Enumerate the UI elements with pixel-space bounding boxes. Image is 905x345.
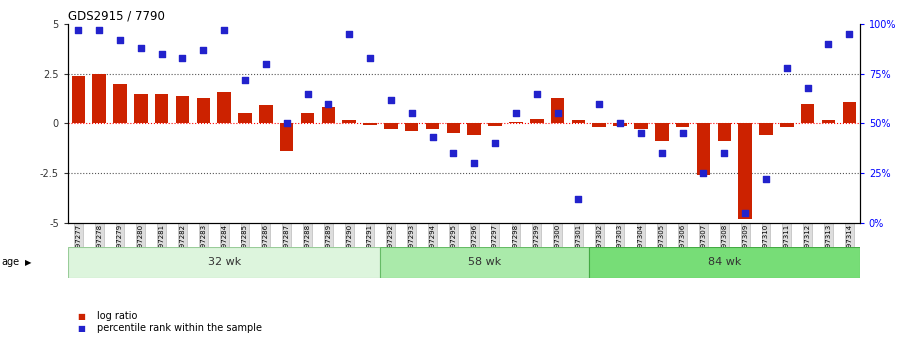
Point [196, 47, 211, 53]
Point [321, 101, 336, 106]
Text: log ratio: log ratio [97, 311, 138, 321]
Point [738, 210, 752, 215]
Point [300, 91, 315, 96]
Bar [655, 124, 669, 141]
Bar [321, 108, 335, 124]
Bar [510, 122, 523, 124]
Point [842, 31, 856, 37]
Point [821, 41, 835, 47]
Bar [176, 96, 189, 124]
Point [238, 77, 252, 82]
Point [342, 31, 357, 37]
Bar [614, 124, 627, 126]
Bar [425, 124, 439, 129]
Bar [217, 92, 231, 124]
Point [675, 130, 690, 136]
Bar [551, 98, 565, 124]
Bar [468, 124, 481, 135]
Bar [676, 124, 690, 127]
Point [613, 121, 627, 126]
Bar [155, 93, 168, 124]
Point [488, 140, 502, 146]
Point [363, 55, 377, 61]
Bar [530, 119, 544, 124]
Point [92, 27, 107, 33]
Point [259, 61, 273, 67]
Bar [238, 114, 252, 124]
Text: GDS2915 / 7790: GDS2915 / 7790 [68, 10, 165, 23]
Bar [780, 124, 794, 127]
Point [71, 27, 86, 33]
Point [176, 55, 190, 61]
Bar [801, 104, 814, 124]
Point [592, 101, 606, 106]
Bar [92, 74, 106, 124]
Bar [380, 247, 589, 278]
Bar [280, 124, 293, 151]
Point [113, 37, 128, 43]
Point [509, 111, 523, 116]
Text: percentile rank within the sample: percentile rank within the sample [97, 323, 262, 333]
Bar [489, 124, 502, 126]
Text: ■: ■ [77, 312, 85, 321]
Bar [384, 124, 397, 129]
Point [550, 111, 565, 116]
Bar [697, 124, 710, 175]
Text: ■: ■ [77, 324, 85, 333]
Text: 84 wk: 84 wk [708, 257, 741, 267]
Point [654, 150, 669, 156]
Text: 32 wk: 32 wk [207, 257, 241, 267]
Point [696, 170, 710, 176]
Point [280, 121, 294, 126]
Point [800, 85, 814, 90]
Point [529, 91, 544, 96]
Bar [71, 76, 85, 124]
Bar [634, 124, 648, 129]
Bar [447, 124, 460, 133]
Text: ▶: ▶ [25, 258, 32, 267]
Text: 58 wk: 58 wk [468, 257, 501, 267]
Bar [342, 120, 356, 124]
Bar [738, 124, 752, 219]
Bar [134, 93, 148, 124]
Point [779, 65, 794, 71]
Bar [759, 124, 773, 135]
Point [134, 45, 148, 51]
Point [155, 51, 169, 57]
Bar [300, 114, 314, 124]
Point [446, 150, 461, 156]
Point [425, 135, 440, 140]
Bar [68, 247, 380, 278]
Bar [589, 247, 860, 278]
Bar [593, 124, 606, 127]
Text: age: age [2, 257, 20, 267]
Point [571, 196, 586, 201]
Point [405, 111, 419, 116]
Point [384, 97, 398, 102]
Point [467, 160, 481, 166]
Bar [572, 120, 586, 124]
Bar [843, 101, 856, 124]
Bar [113, 84, 127, 124]
Bar [363, 124, 376, 125]
Bar [405, 124, 418, 131]
Point [758, 176, 773, 182]
Point [717, 150, 731, 156]
Bar [718, 124, 731, 141]
Bar [196, 98, 210, 124]
Point [634, 130, 648, 136]
Point [217, 27, 232, 33]
Bar [822, 120, 835, 124]
Bar [259, 106, 272, 124]
